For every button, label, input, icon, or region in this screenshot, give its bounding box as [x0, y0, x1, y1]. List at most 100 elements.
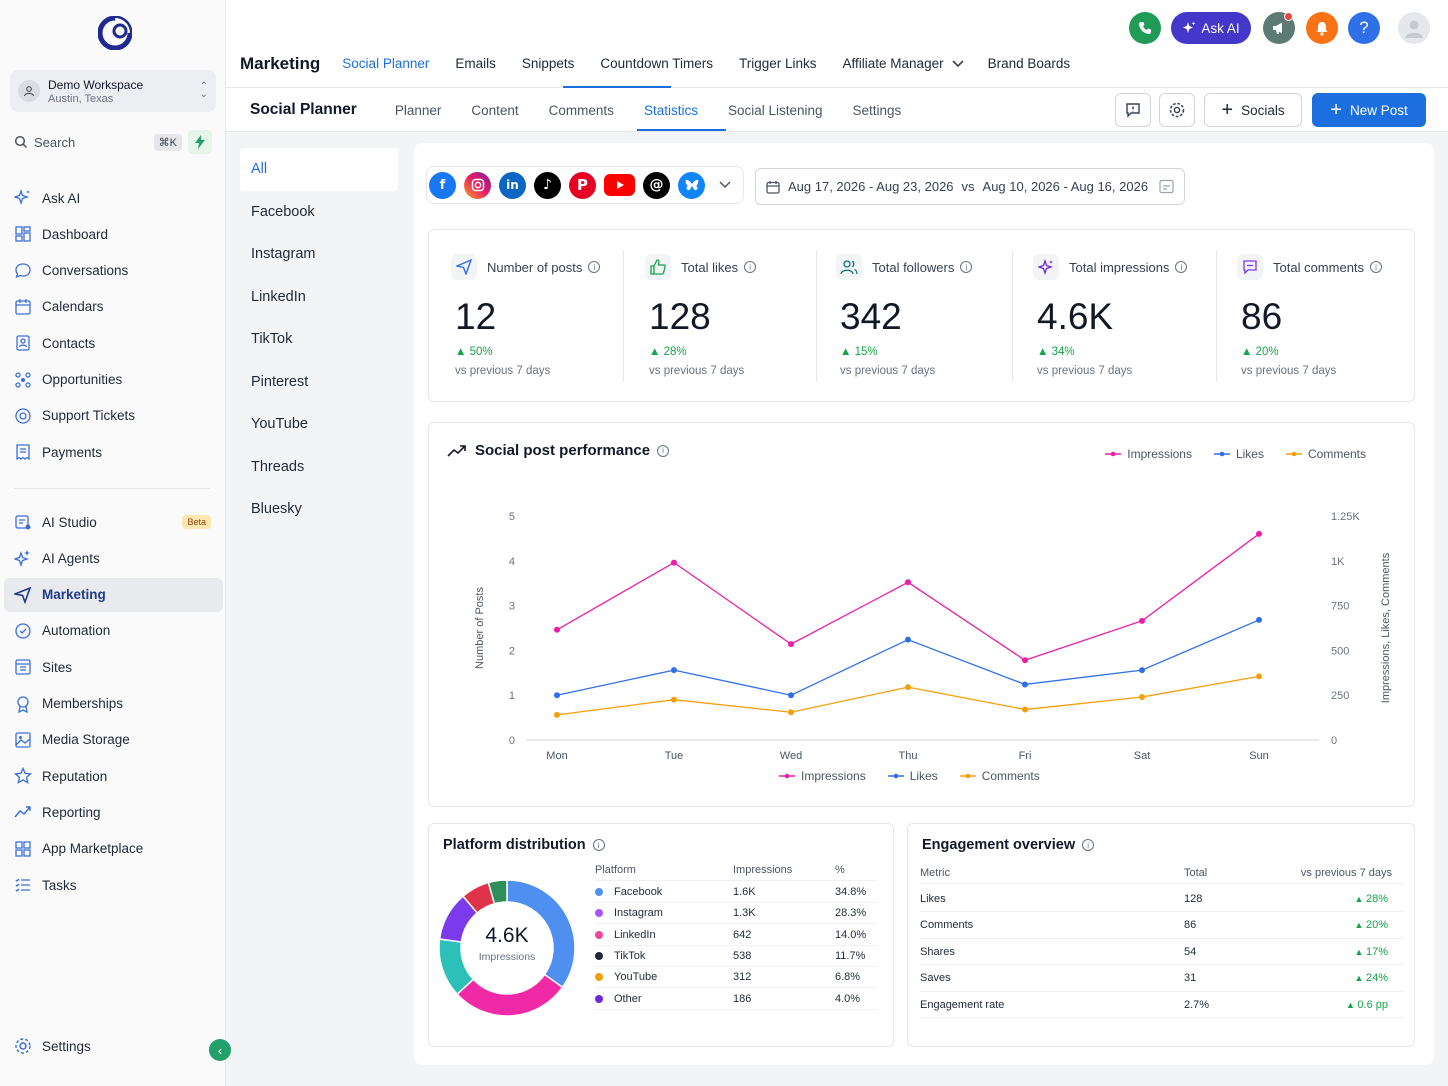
- sidebar-item-media-storage[interactable]: Media Storage: [4, 723, 223, 757]
- platform-filter-pinterest[interactable]: Pinterest: [251, 373, 309, 390]
- settings-button[interactable]: [1159, 93, 1195, 127]
- column-header: Metric: [920, 866, 950, 879]
- ask-ai-label: Ask AI: [1201, 20, 1240, 36]
- sidebar-item-settings[interactable]: Settings: [4, 1029, 223, 1063]
- sidebar-item-payments[interactable]: Payments: [4, 435, 223, 469]
- tab-statistics[interactable]: Statistics: [643, 102, 698, 118]
- tab-social-planner[interactable]: Social Planner: [342, 56, 430, 71]
- platform-filter-threads[interactable]: Threads: [251, 458, 305, 475]
- trend-up-icon: ▲: [840, 346, 855, 358]
- legend-comments[interactable]: Comments: [959, 769, 1040, 783]
- sidebar-item-sites[interactable]: Sites: [4, 650, 223, 684]
- tab-comments[interactable]: Comments: [548, 102, 614, 118]
- beta-badge: Beta: [182, 515, 211, 529]
- sidebar-item-tasks[interactable]: Tasks: [4, 868, 223, 902]
- platform-filter-facebook[interactable]: Facebook: [251, 203, 315, 220]
- sidebar-item-ai-agents[interactable]: AI Agents: [4, 541, 223, 575]
- platform-filter-youtube[interactable]: YouTube: [251, 416, 308, 433]
- linkedin-icon[interactable]: in: [499, 171, 526, 199]
- stat-divider: [623, 250, 624, 382]
- info-icon[interactable]: i: [657, 444, 670, 457]
- search-bar[interactable]: Search ⌘K: [10, 128, 216, 156]
- sidebar-item-contacts[interactable]: Contacts: [4, 326, 223, 360]
- user-avatar[interactable]: [1398, 12, 1430, 44]
- tab-planner[interactable]: Planner: [394, 102, 442, 118]
- sidebar-item-automation[interactable]: Automation: [4, 614, 223, 648]
- data-point-impressions: [1139, 617, 1145, 624]
- calendar-compare-icon[interactable]: [1159, 179, 1174, 194]
- quick-action-bolt-icon[interactable]: [188, 130, 212, 154]
- tab-affiliate-manager[interactable]: Affiliate Manager: [842, 56, 944, 71]
- card-title: Engagement overview: [922, 837, 1076, 853]
- legend-comments[interactable]: Comments: [1285, 447, 1366, 461]
- platform-filter-bluesky[interactable]: Bluesky: [251, 501, 302, 518]
- tiktok-icon[interactable]: ♪: [534, 171, 561, 199]
- notifications-button[interactable]: [1306, 12, 1338, 44]
- legend-impressions[interactable]: Impressions: [779, 769, 866, 783]
- sidebar-item-memberships[interactable]: Memberships: [4, 687, 223, 721]
- platform-filter-all[interactable]: All: [240, 148, 398, 191]
- sidebar-item-ai-studio[interactable]: AI Studio Beta: [4, 505, 223, 539]
- socials-button[interactable]: + Socials: [1204, 93, 1302, 127]
- pinterest-icon[interactable]: P: [569, 171, 596, 199]
- sidebar-item-ask-ai[interactable]: Ask AI: [4, 181, 223, 215]
- info-icon[interactable]: i: [588, 261, 601, 273]
- legend-impressions[interactable]: Impressions: [1105, 447, 1192, 461]
- donut-segment[interactable]: [487, 879, 508, 905]
- info-icon[interactable]: i: [1082, 839, 1095, 851]
- tab-content[interactable]: Content: [471, 102, 519, 118]
- date-vs: vs: [961, 179, 975, 194]
- chevron-down-icon[interactable]: [952, 59, 964, 68]
- announcements-button[interactable]: [1263, 12, 1295, 44]
- platform-filter-linkedin[interactable]: LinkedIn: [251, 288, 306, 305]
- tab-trigger-links[interactable]: Trigger Links: [738, 56, 817, 71]
- sidebar-item-reputation[interactable]: Reputation: [4, 759, 223, 793]
- feedback-button[interactable]: [1115, 93, 1151, 127]
- new-post-button[interactable]: + New Post: [1312, 93, 1426, 127]
- sidebar-item-label: Dashboard: [42, 226, 109, 242]
- collapse-sidebar-button[interactable]: ‹: [209, 1039, 231, 1061]
- sidebar-item-dashboard[interactable]: Dashboard: [4, 217, 223, 251]
- ask-ai-button[interactable]: Ask AI: [1171, 12, 1251, 44]
- sidebar-item-opportunities[interactable]: Opportunities: [4, 363, 223, 397]
- phone-button[interactable]: [1129, 12, 1161, 44]
- feedback-icon: [1126, 103, 1140, 118]
- threads-icon[interactable]: @: [643, 171, 670, 199]
- tab-emails[interactable]: Emails: [455, 56, 496, 71]
- donut-segment[interactable]: [456, 973, 564, 1017]
- info-icon[interactable]: i: [1175, 261, 1188, 273]
- table-row: Comments 86 ▲ 20%: [920, 913, 1404, 939]
- tab-snippets[interactable]: Snippets: [521, 56, 575, 71]
- date-range-picker[interactable]: Aug 17, 2026 - Aug 23, 2026 vs Aug 10, 2…: [755, 168, 1185, 205]
- tab-countdown-timers[interactable]: Countdown Timers: [600, 56, 713, 71]
- send-icon: [451, 254, 477, 280]
- platform-filter-instagram[interactable]: Instagram: [251, 246, 316, 263]
- legend-likes[interactable]: Likes: [1213, 447, 1264, 461]
- sidebar-item-app-marketplace[interactable]: App Marketplace: [4, 832, 223, 866]
- workspace-switcher[interactable]: Demo Workspace Austin, Texas ⌃ ⌄: [10, 70, 216, 112]
- sidebar-item-reporting[interactable]: Reporting: [4, 795, 223, 829]
- legend-likes[interactable]: Likes: [887, 769, 938, 783]
- platform-icon-selector[interactable]: f in ♪ P @: [426, 166, 744, 204]
- bluesky-icon[interactable]: [678, 171, 705, 199]
- info-icon[interactable]: i: [592, 839, 605, 851]
- instagram-icon[interactable]: [464, 171, 491, 199]
- data-point-likes: [905, 636, 911, 643]
- followers-icon: [836, 254, 862, 280]
- sidebar-item-calendars[interactable]: Calendars: [4, 290, 223, 324]
- facebook-icon[interactable]: f: [429, 171, 456, 199]
- platform-filter-tiktok[interactable]: TikTok: [251, 331, 293, 348]
- info-icon[interactable]: i: [1370, 261, 1383, 273]
- help-button[interactable]: ?: [1348, 12, 1380, 44]
- sidebar-item-marketing[interactable]: Marketing: [4, 577, 223, 612]
- youtube-icon[interactable]: [604, 174, 635, 196]
- tab-social-listening[interactable]: Social Listening: [727, 102, 823, 118]
- chevron-down-icon[interactable]: [719, 181, 731, 189]
- sidebar-item-conversations[interactable]: Conversations: [4, 254, 223, 288]
- sidebar-item-support-tickets[interactable]: Support Tickets: [4, 399, 223, 433]
- tab-brand-boards[interactable]: Brand Boards: [987, 56, 1071, 71]
- info-icon[interactable]: i: [960, 261, 973, 273]
- tab-settings[interactable]: Settings: [852, 102, 902, 118]
- brand-logo-icon[interactable]: [98, 16, 132, 50]
- info-icon[interactable]: i: [744, 261, 757, 273]
